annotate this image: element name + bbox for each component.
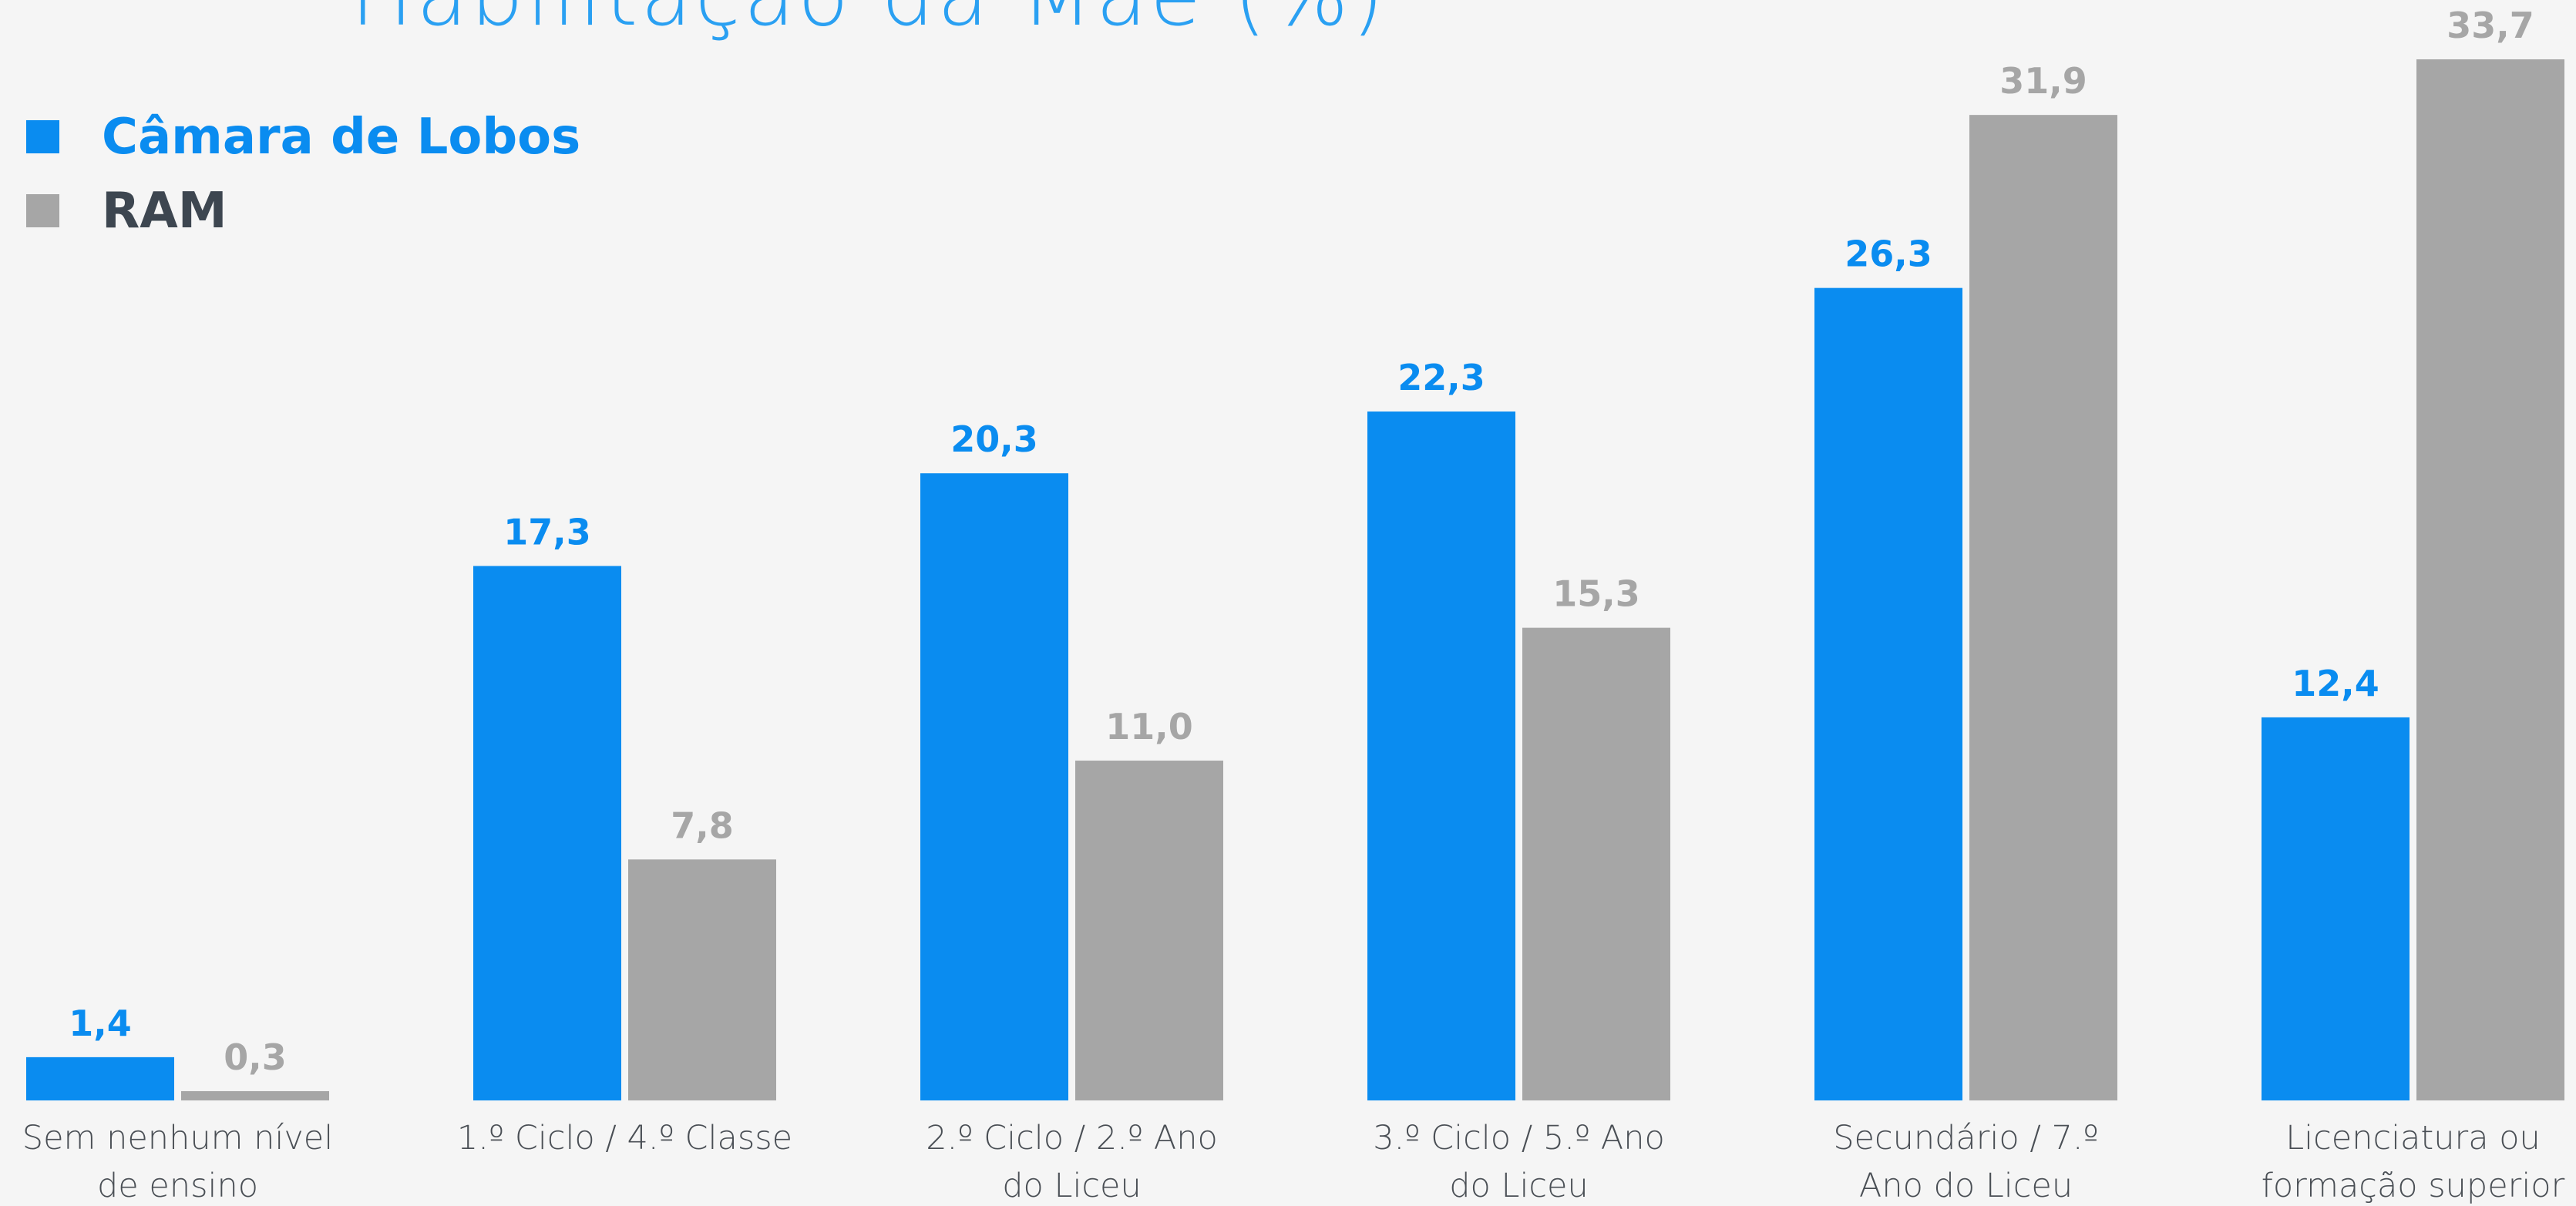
bar: [1814, 287, 1962, 1101]
bar: [2416, 59, 2564, 1100]
value-label: 26,3: [1845, 233, 1932, 275]
x-tick-label: Licenciatura ou formação superior: [2261, 1119, 2565, 1205]
legend-swatch: [26, 120, 59, 153]
legend-swatch: [26, 194, 59, 227]
legend-label: RAM: [102, 183, 227, 240]
bar: [181, 1090, 329, 1100]
value-label: 7,8: [671, 805, 734, 846]
bar: [1367, 412, 1515, 1100]
value-label: 1,4: [69, 1003, 132, 1044]
bar: [628, 859, 776, 1100]
legend-label: Câmara de Lobos: [102, 109, 580, 166]
x-tick-label: 3.º Ciclo / 5.º Ano do Liceu: [1373, 1119, 1665, 1205]
value-label: 0,3: [224, 1036, 287, 1078]
x-tick-label: 1.º Ciclo / 4.º Classe: [456, 1119, 793, 1157]
value-label: 17,3: [503, 511, 591, 553]
value-label: 20,3: [950, 418, 1038, 460]
x-tick-label: Sem nenhum nível de ensino: [22, 1119, 334, 1205]
chart-title: Habilitação da Mãe (%): [351, 0, 1387, 45]
bar: [920, 473, 1068, 1100]
bar: [2262, 717, 2410, 1100]
x-tick-label: 2.º Ciclo / 2.º Ano do Liceu: [926, 1119, 1218, 1205]
value-label: 31,9: [1999, 60, 2087, 102]
bar: [473, 566, 621, 1100]
bar: [26, 1057, 174, 1100]
value-label: 15,3: [1552, 573, 1640, 615]
bar: [1522, 627, 1670, 1100]
value-label: 12,4: [2292, 663, 2379, 704]
bar: [1075, 761, 1223, 1100]
bar: [1969, 115, 2117, 1100]
x-tick-label: Secundário / 7.º Ano do Liceu: [1833, 1119, 2099, 1205]
value-label: 33,7: [2447, 5, 2534, 46]
value-label: 11,0: [1105, 706, 1193, 747]
value-label: 22,3: [1397, 357, 1485, 398]
